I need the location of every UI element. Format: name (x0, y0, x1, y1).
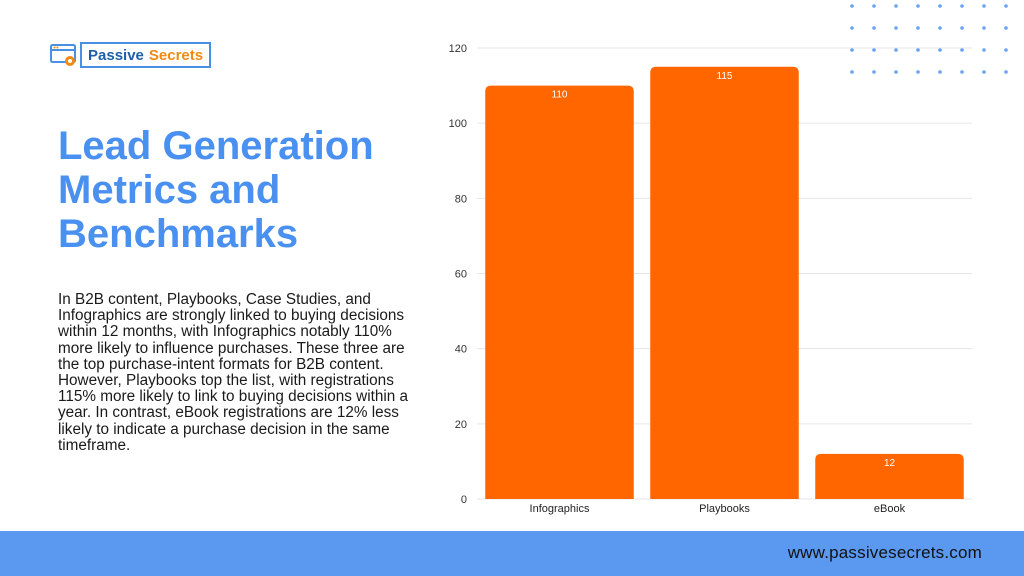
decorative-dot (938, 70, 942, 74)
decorative-dot (916, 26, 920, 30)
decorative-dot (982, 26, 986, 30)
y-tick-label: 120 (449, 43, 467, 55)
decorative-dot (1004, 48, 1008, 52)
decorative-dot (850, 26, 854, 30)
bar-ebook (815, 453, 964, 499)
decorative-dot (850, 70, 854, 74)
decorative-dot (960, 70, 964, 74)
decorative-dot (872, 48, 876, 52)
y-tick-label: 80 (455, 193, 467, 205)
browser-gear-icon (50, 42, 84, 68)
decorative-dot (1004, 4, 1008, 8)
y-tick-label: 100 (449, 118, 467, 130)
decorative-dot (960, 26, 964, 30)
decorative-dot (1004, 70, 1008, 74)
bar-playbooks (650, 66, 799, 499)
decorative-dot (894, 48, 898, 52)
brand-word-passive: Passive (88, 46, 144, 64)
decorative-dot (938, 4, 942, 8)
description: In B2B content, Playbooks, Case Studies,… (58, 291, 418, 454)
decorative-dot (1004, 26, 1008, 30)
description-paragraph-2: However, Playbooks top the list, with re… (58, 372, 409, 454)
y-tick-label: 60 (455, 269, 467, 281)
x-tick-label: Playbooks (699, 503, 750, 515)
footer-url: www.passivesecrets.com (787, 543, 982, 562)
x-tick-label: Infographics (530, 503, 590, 515)
page-title: Lead Generation Metrics and Benchmarks (58, 124, 374, 256)
decorative-dot (960, 48, 964, 52)
brand-wordmark: Passive Secrets (80, 42, 212, 68)
brand-word-secrets: Secrets (148, 46, 204, 64)
footer-bar: www.passivesecrets.com (0, 531, 1024, 576)
decorative-dot (916, 70, 920, 74)
bar-chart: 0 20 40 60 80 100 120 110 Infographics 115 Playboo… (449, 43, 972, 515)
decorative-dot (894, 4, 898, 8)
decorative-dot (850, 4, 854, 8)
decorative-dot (982, 4, 986, 8)
y-tick-label: 40 (455, 344, 467, 356)
decorative-dot (894, 26, 898, 30)
bar-infographics (485, 85, 634, 500)
decorative-dot (894, 70, 898, 74)
data-label: 110 (552, 90, 568, 101)
decorative-dot (916, 48, 920, 52)
decorative-dot (850, 48, 854, 52)
decorative-dot (916, 4, 920, 8)
y-tick-label: 20 (455, 419, 467, 431)
decorative-dot (938, 48, 942, 52)
y-tick-label: 0 (461, 494, 467, 506)
x-tick-label: eBook (874, 503, 906, 515)
decorative-dot (872, 26, 876, 30)
data-label: 115 (717, 71, 733, 82)
decorative-dot (872, 70, 876, 74)
decorative-dot (960, 4, 964, 8)
data-label: 12 (884, 458, 896, 469)
decorative-dot (982, 70, 986, 74)
decorative-dot-grid (850, 4, 1008, 74)
decorative-dot (938, 26, 942, 30)
decorative-dot (872, 4, 876, 8)
description-paragraph-1: In B2B content, Playbooks, Case Studies,… (58, 291, 405, 373)
brand-logo: Passive Secrets (50, 42, 212, 68)
decorative-dot (982, 48, 986, 52)
